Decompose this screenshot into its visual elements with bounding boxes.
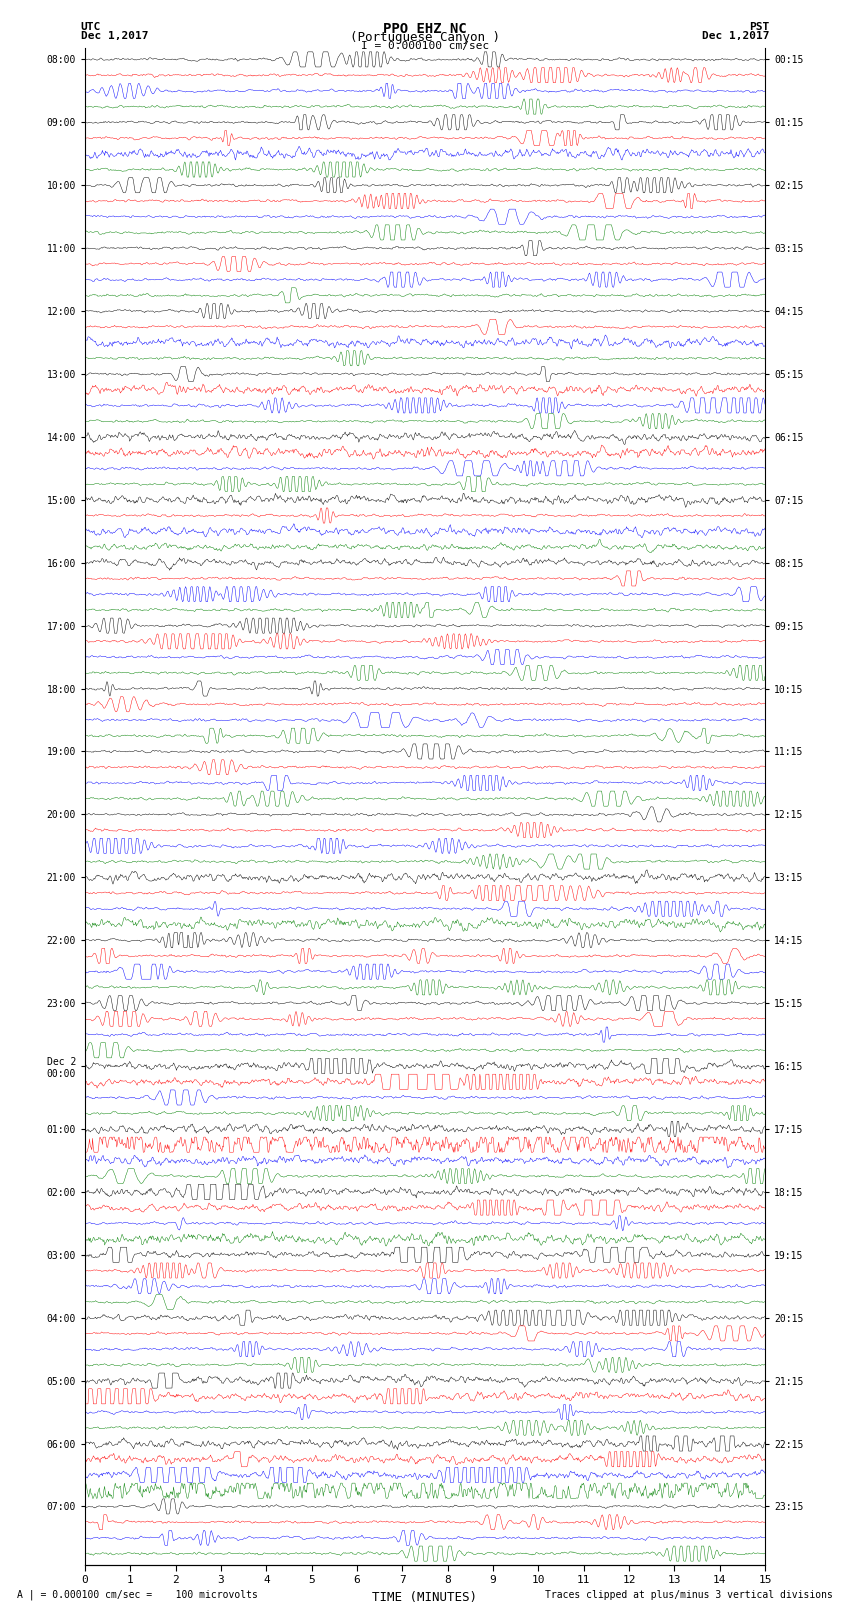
Text: Dec 1,2017: Dec 1,2017 — [81, 31, 148, 42]
Text: PST: PST — [749, 23, 769, 32]
Text: Dec 1,2017: Dec 1,2017 — [702, 31, 769, 42]
X-axis label: TIME (MINUTES): TIME (MINUTES) — [372, 1590, 478, 1603]
Text: PPO EHZ NC: PPO EHZ NC — [383, 23, 467, 35]
Text: I = 0.000100 cm/sec: I = 0.000100 cm/sec — [361, 40, 489, 52]
Text: A | = 0.000100 cm/sec =    100 microvolts: A | = 0.000100 cm/sec = 100 microvolts — [17, 1589, 258, 1600]
Text: (Portuguese Canyon ): (Portuguese Canyon ) — [350, 31, 500, 45]
Text: UTC: UTC — [81, 23, 101, 32]
Text: Traces clipped at plus/minus 3 vertical divisions: Traces clipped at plus/minus 3 vertical … — [545, 1590, 833, 1600]
